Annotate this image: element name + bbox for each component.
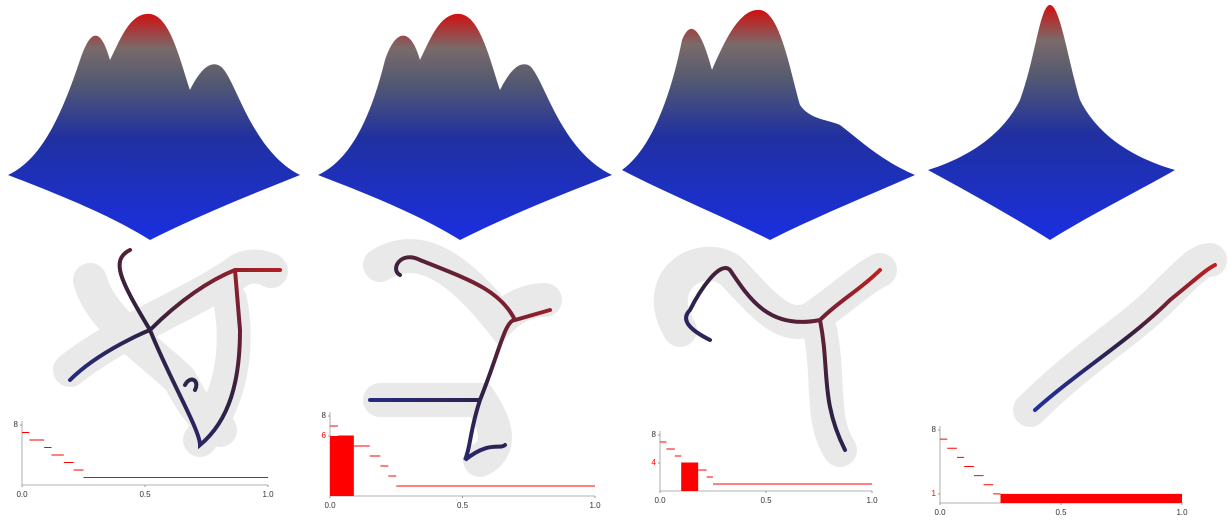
x-tick-label: 0.0 [324,501,336,510]
y-tick-label: 6 [322,431,327,440]
y-tick-label: 8 [652,430,657,439]
y-tick-label: 8 [14,420,19,429]
highlight-bar [681,463,698,491]
skeletons [70,250,1215,460]
figure: 8 0.0 0.5 1.0 6 8 0.0 0.5 1.0 4 8 0.0 0.5 1.0 1 8 0.0 0.5… [0,0,1231,516]
x-tick-label: 1.0 [866,496,878,505]
surface [928,5,1175,240]
x-tick-label: 0.0 [16,490,28,499]
surface [8,14,300,240]
x-tick-label: 1.0 [262,490,274,499]
x-tick-label: 0.5 [457,501,469,510]
surface [622,10,915,240]
y-tick-label: 4 [652,458,657,467]
x-tick-label: 1.0 [1176,508,1188,516]
y-tick-label: 8 [322,411,327,420]
x-tick-label: 0.5 [760,496,772,505]
highlight-bar [330,436,354,496]
tube [70,256,1210,460]
x-tick-label: 0.0 [934,508,946,516]
x-tick-label: 0.5 [1055,508,1067,516]
y-tick-label: 8 [932,425,937,434]
x-tick-label: 0.5 [139,490,151,499]
x-tick-label: 1.0 [589,501,601,510]
surfaces [8,5,1175,240]
x-tick-label: 0.0 [654,496,666,505]
surface [318,14,612,240]
y-tick-label: 1 [932,489,937,498]
highlight-bar [1001,494,1183,503]
